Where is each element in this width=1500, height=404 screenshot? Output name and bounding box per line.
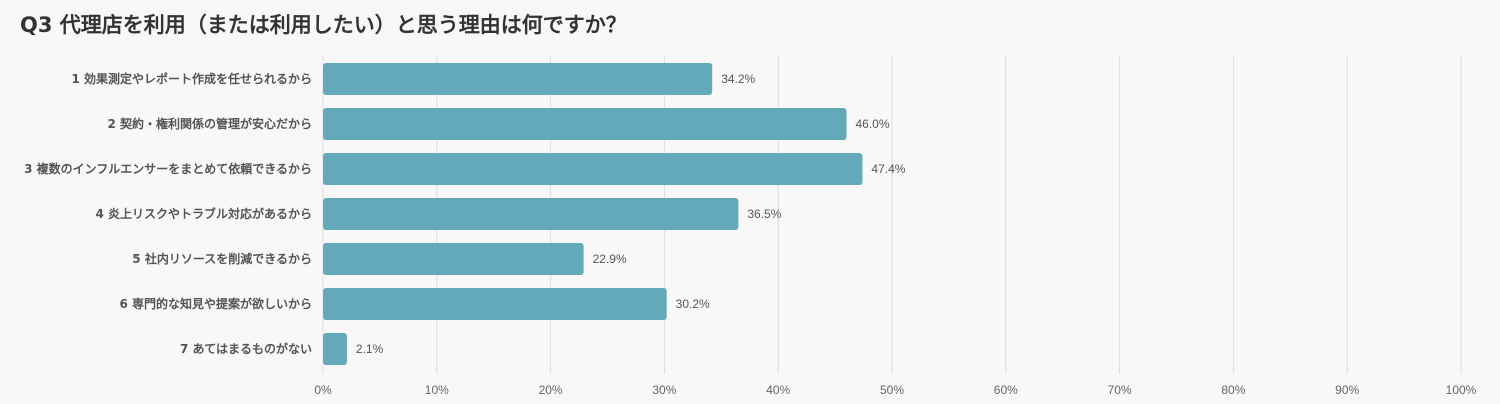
bar-7 — [323, 333, 347, 365]
value-label-7: 2.1% — [356, 342, 384, 356]
category-label-7: 7 あてはまるものがない — [180, 341, 312, 356]
category-label-1: 1 効果測定やレポート作成を任せられるから — [71, 71, 312, 86]
category-label-2: 2 契約・権利関係の管理が安心だから — [107, 116, 312, 131]
value-labels: 34.2% 46.0% 47.4% 36.5% 22.9% 30.2% 2.1% — [356, 72, 906, 356]
category-label-4: 4 炎上リスクやトラブル対応があるから — [95, 206, 312, 221]
bar-5 — [323, 243, 584, 275]
bar-6 — [323, 288, 667, 320]
x-tick-label-80: 80% — [1221, 383, 1245, 397]
x-axis-ticks: 0% 10% 20% 30% 40% 50% 60% 70% 80% 90% 100% — [314, 383, 1476, 397]
x-tick-label-90: 90% — [1335, 383, 1359, 397]
value-label-1: 34.2% — [721, 72, 755, 86]
bar-2 — [323, 108, 847, 140]
bar-4 — [323, 198, 739, 230]
bar-3 — [323, 153, 863, 185]
x-tick-label-100: 100% — [1446, 383, 1477, 397]
x-tick-label-40: 40% — [766, 383, 790, 397]
category-label-6: 6 専門的な知見や提案が欲しいから — [119, 296, 312, 311]
value-label-3: 47.4% — [871, 162, 905, 176]
x-tick-label-60: 60% — [994, 383, 1018, 397]
category-label-3: 3 複数のインフルエンサーをまとめて依頼できるから — [24, 161, 312, 176]
x-tick-label-50: 50% — [880, 383, 904, 397]
category-label-5: 5 社内リソースを削減できるから — [132, 251, 312, 266]
category-labels: 1 効果測定やレポート作成を任せられるから 2 契約・権利関係の管理が安心だから 3… — [24, 71, 312, 356]
value-label-6: 30.2% — [676, 297, 710, 311]
x-tick-label-0: 0% — [314, 383, 332, 397]
bar-1 — [323, 63, 713, 95]
x-tick-label-70: 70% — [1108, 383, 1132, 397]
value-label-5: 22.9% — [593, 252, 627, 266]
x-tick-label-30: 30% — [652, 383, 676, 397]
value-label-4: 36.5% — [747, 207, 781, 221]
chart-title: Q3 代理店を利用（または利用したい）と思う理由は何ですか？ — [20, 13, 627, 37]
x-tick-label-10: 10% — [425, 383, 449, 397]
x-tick-label-20: 20% — [539, 383, 563, 397]
bars — [323, 63, 863, 365]
value-label-2: 46.0% — [855, 117, 889, 131]
